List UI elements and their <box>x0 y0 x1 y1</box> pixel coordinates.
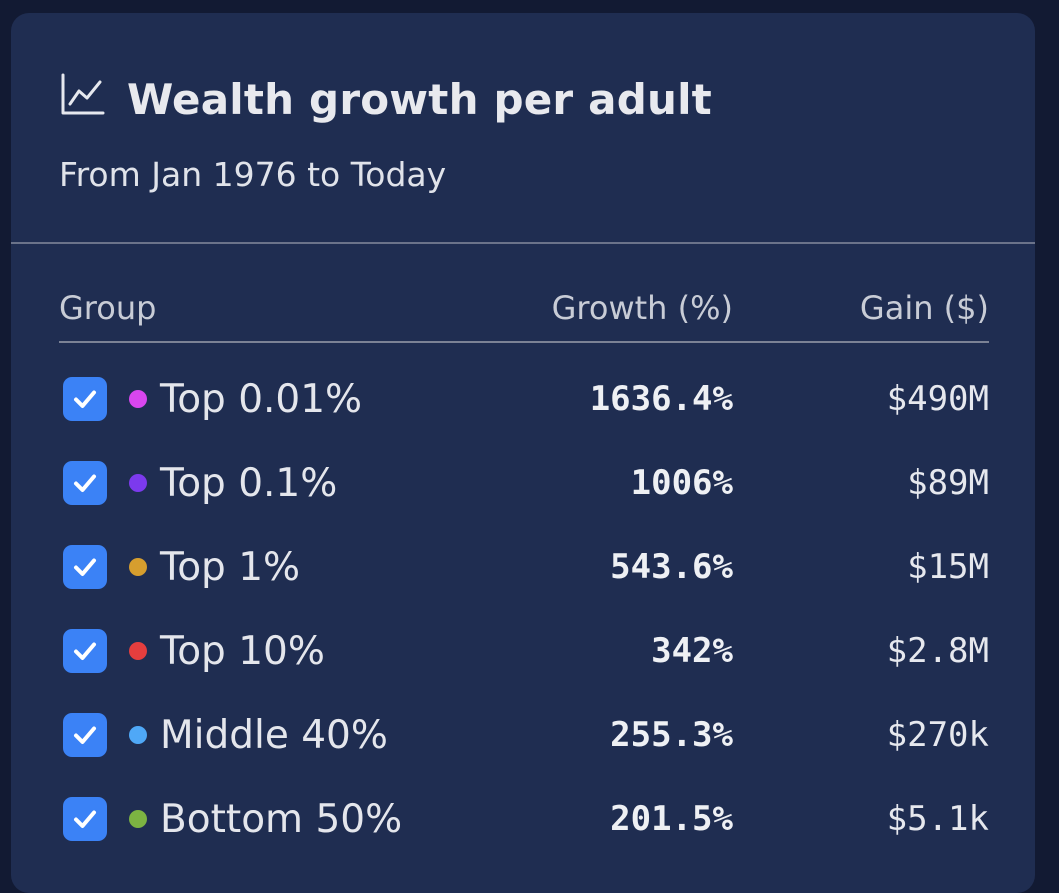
gain-value: $89M <box>907 463 989 503</box>
header-group: Group <box>59 289 157 327</box>
series-color-dot <box>129 558 147 576</box>
checkmark-icon <box>74 810 96 828</box>
checkmark-icon <box>74 558 96 576</box>
table-row: Top 10% 342% $2.8M <box>59 609 989 693</box>
group-checkbox[interactable] <box>63 545 107 589</box>
gain-value: $5.1k <box>886 799 989 839</box>
group-label: Middle 40% <box>160 712 388 758</box>
group-checkbox[interactable] <box>63 713 107 757</box>
series-color-dot <box>129 642 147 660</box>
checkmark-icon <box>74 474 96 492</box>
gain-value: $270k <box>886 715 989 755</box>
group-checkbox[interactable] <box>63 629 107 673</box>
series-color-dot <box>129 810 147 828</box>
growth-value: 255.3% <box>610 715 733 755</box>
card-subtitle: From Jan 1976 to Today <box>59 155 447 194</box>
checkmark-icon <box>74 726 96 744</box>
group-cell: Top 0.01% <box>59 377 539 422</box>
group-checkbox[interactable] <box>63 377 107 421</box>
gain-value: $2.8M <box>886 631 989 671</box>
group-label: Top 10% <box>160 628 325 674</box>
group-label: Top 0.01% <box>160 376 363 422</box>
wealth-growth-card: Wealth growth per adult From Jan 1976 to… <box>11 13 1035 893</box>
header-growth: Growth (%) <box>551 289 733 327</box>
table-body: Top 0.01% 1636.4% $490M Top 0.1% 1006% $89M To… <box>59 343 989 861</box>
line-chart-icon <box>61 73 105 115</box>
table-row: Bottom 50% 201.5% $5.1k <box>59 777 989 861</box>
growth-value: 1006% <box>630 463 733 503</box>
title-row: Wealth growth per adult <box>59 71 1035 127</box>
table-row: Top 0.1% 1006% $89M <box>59 441 989 525</box>
group-checkbox[interactable] <box>63 461 107 505</box>
table-row: Top 1% 543.6% $15M <box>59 525 989 609</box>
group-cell: Bottom 50% <box>59 797 539 842</box>
group-label: Top 0.1% <box>160 460 338 506</box>
checkmark-icon <box>74 642 96 660</box>
growth-table: Group Growth (%) Gain ($) Top 0.01% 1636.… <box>59 275 989 861</box>
series-color-dot <box>129 390 147 408</box>
growth-value: 201.5% <box>610 799 733 839</box>
table-row: Top 0.01% 1636.4% $490M <box>59 357 989 441</box>
group-cell: Top 10% <box>59 629 539 674</box>
group-checkbox[interactable] <box>63 797 107 841</box>
header-gain: Gain ($) <box>859 289 989 327</box>
group-cell: Top 1% <box>59 545 539 590</box>
card-header: Wealth growth per adult From Jan 1976 to… <box>11 13 1035 243</box>
growth-value: 1636.4% <box>589 379 733 419</box>
gain-value: $15M <box>907 547 989 587</box>
group-cell: Top 0.1% <box>59 461 539 506</box>
group-label: Bottom 50% <box>160 796 403 842</box>
card-title: Wealth growth per adult <box>127 74 712 124</box>
table-header: Group Growth (%) Gain ($) <box>59 275 989 343</box>
growth-value: 342% <box>651 631 733 671</box>
series-color-dot <box>129 726 147 744</box>
gain-value: $490M <box>886 379 989 419</box>
series-color-dot <box>129 474 147 492</box>
group-cell: Middle 40% <box>59 713 539 758</box>
table-row: Middle 40% 255.3% $270k <box>59 693 989 777</box>
header-divider <box>11 242 1035 244</box>
checkmark-icon <box>74 390 96 408</box>
growth-value: 543.6% <box>610 547 733 587</box>
group-label: Top 1% <box>160 544 301 590</box>
